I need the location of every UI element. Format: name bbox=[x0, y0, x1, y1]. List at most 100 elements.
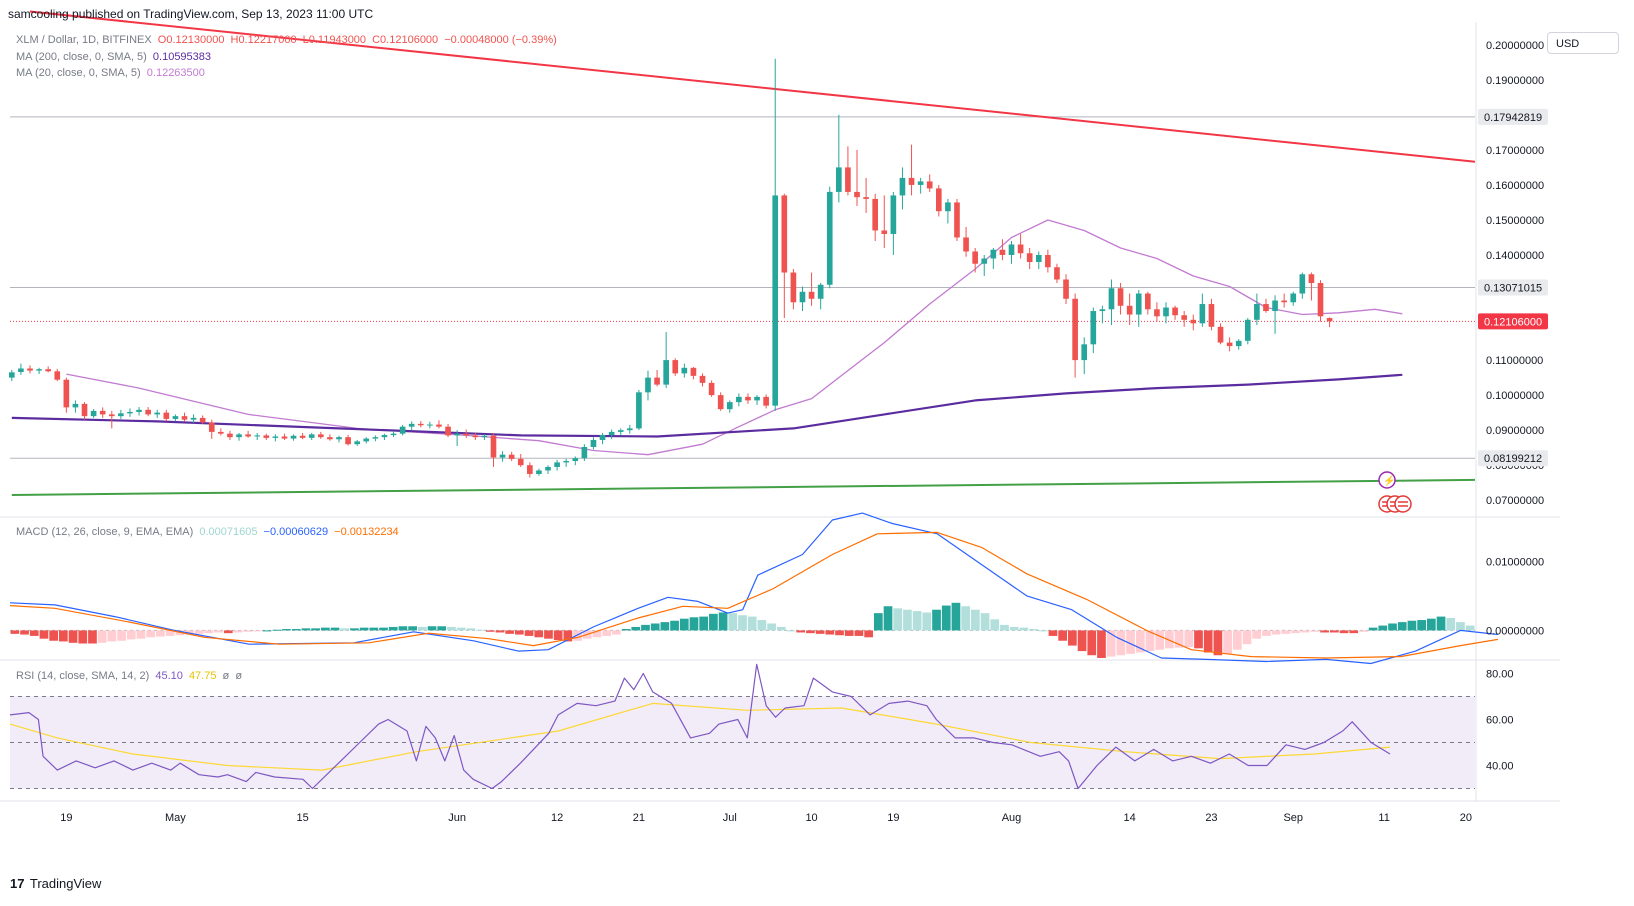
macd-histogram-bar bbox=[107, 630, 117, 642]
footer-brand[interactable]: 17 TradingView bbox=[10, 876, 101, 891]
legend-low: L0.11943000 bbox=[302, 34, 367, 46]
candle-body bbox=[199, 417, 206, 423]
macd-histogram-bar bbox=[379, 627, 388, 631]
candle-body bbox=[608, 431, 615, 436]
macd-histogram-bar bbox=[59, 630, 68, 642]
macd-value: −0.00060629 bbox=[263, 526, 329, 538]
macd-histogram-bar bbox=[350, 628, 359, 631]
price-level-tag bbox=[1478, 450, 1548, 467]
candle-body bbox=[527, 465, 533, 474]
candle-body bbox=[917, 181, 924, 185]
ma20-legend[interactable]: MA (20, close, 0, SMA, 5) 0.12263500 bbox=[16, 67, 208, 79]
candle-body bbox=[154, 412, 161, 415]
candle-body bbox=[127, 411, 133, 414]
macd-histogram-bar bbox=[1077, 630, 1087, 652]
symbol-title[interactable]: XLM / Dollar, 1D, BITFINEX bbox=[16, 34, 152, 46]
price-level-tag bbox=[1478, 313, 1548, 330]
rsi-ma-value: 47.75 bbox=[188, 670, 217, 682]
candle-body bbox=[726, 402, 733, 410]
candle-body bbox=[826, 191, 833, 285]
macd-histogram-bar bbox=[88, 630, 97, 644]
ma200-legend[interactable]: MA (200, close, 0, SMA, 5) 0.10595383 bbox=[16, 51, 214, 63]
candle-body bbox=[399, 426, 406, 434]
rsi-value: 45.10 bbox=[155, 670, 183, 682]
macd-histogram-bar bbox=[796, 630, 806, 633]
macd-histogram-bar bbox=[456, 627, 466, 631]
macd-histogram-bar bbox=[1184, 630, 1194, 647]
ma200-value: 0.10595383 bbox=[152, 51, 212, 63]
macd-histogram-bar bbox=[592, 630, 602, 638]
macd-histogram-bar bbox=[233, 630, 243, 633]
time-axis-tick: 23 bbox=[1205, 812, 1217, 824]
macd-histogram-bar bbox=[660, 622, 670, 631]
time-axis-tick: 19 bbox=[887, 812, 899, 824]
price-axis-tick: 0.09000000 bbox=[1486, 425, 1544, 437]
candle-body bbox=[190, 417, 197, 420]
macd-legend[interactable]: MACD (12, 26, close, 9, EMA, EMA) 0.0007… bbox=[16, 526, 402, 538]
candle-body bbox=[1108, 288, 1115, 310]
candle-body bbox=[472, 435, 479, 438]
candle-body bbox=[181, 416, 188, 420]
candle-body bbox=[699, 375, 706, 383]
macd-histogram-bar bbox=[1388, 623, 1397, 631]
macd-histogram-bar bbox=[903, 609, 912, 631]
candle-body bbox=[1099, 309, 1106, 312]
candle-body bbox=[1217, 326, 1224, 343]
candle-body bbox=[1317, 283, 1324, 317]
macd-histogram-bar bbox=[922, 612, 932, 631]
macd-histogram-bar bbox=[78, 630, 88, 644]
macd-histogram-bar bbox=[10, 630, 20, 634]
candle-body bbox=[717, 395, 724, 410]
candle-body bbox=[572, 458, 579, 461]
macd-histogram-bar bbox=[20, 630, 29, 635]
macd-histogram-bar bbox=[185, 630, 194, 635]
macd-hist-value: 0.00071605 bbox=[199, 526, 258, 538]
macd-histogram-bar bbox=[1339, 630, 1349, 634]
candle-body bbox=[708, 382, 715, 396]
macd-histogram-bar bbox=[1068, 630, 1077, 646]
candle-body bbox=[690, 367, 697, 376]
time-axis-tick: 10 bbox=[805, 812, 817, 824]
candle-body bbox=[145, 409, 151, 415]
candle-body bbox=[1326, 318, 1333, 322]
macd-histogram-bar bbox=[340, 628, 350, 631]
macd-histogram-bar bbox=[961, 606, 970, 631]
macd-histogram-bar bbox=[602, 630, 612, 636]
macd-axis-tick: 0.00000000 bbox=[1486, 625, 1544, 637]
currency-select[interactable]: USD bbox=[1547, 32, 1619, 54]
candle-body bbox=[1181, 315, 1187, 320]
macd-histogram-bar bbox=[650, 623, 660, 631]
candle-body bbox=[263, 435, 270, 438]
macd-histogram-bar bbox=[311, 628, 320, 631]
candle-body bbox=[926, 181, 933, 189]
macd-histogram-bar bbox=[1029, 629, 1038, 631]
candle-body bbox=[1135, 293, 1142, 315]
macd-histogram-bar bbox=[1232, 630, 1242, 650]
candle-body bbox=[745, 396, 751, 401]
candle-body bbox=[581, 446, 588, 459]
macd-histogram-bar bbox=[815, 630, 825, 634]
candle-body bbox=[208, 422, 215, 432]
candle-body bbox=[363, 438, 370, 442]
candle-body bbox=[590, 439, 597, 447]
candle-body bbox=[672, 360, 679, 374]
time-axis-tick: 19 bbox=[60, 812, 72, 824]
macd-histogram-bar bbox=[204, 630, 214, 634]
macd-histogram-bar bbox=[932, 609, 941, 631]
rsi-ma-line bbox=[9, 702, 1391, 771]
time-axis-tick: Jul bbox=[723, 812, 737, 824]
macd-histogram-bar bbox=[68, 630, 78, 643]
candle-body bbox=[90, 410, 97, 417]
macd-histogram-bar bbox=[1446, 617, 1456, 631]
candle-body bbox=[372, 437, 379, 439]
candle-body bbox=[118, 413, 124, 417]
candle-body bbox=[763, 396, 769, 406]
candle-body bbox=[254, 435, 261, 437]
macd-histogram-bar bbox=[612, 630, 621, 635]
rsi-legend[interactable]: RSI (14, close, SMA, 14, 2) 45.10 47.75 … bbox=[16, 670, 245, 682]
candle-body bbox=[63, 379, 70, 408]
price-level-label: 0.12106000 bbox=[1484, 316, 1542, 328]
price-axis-tick: 0.10000000 bbox=[1486, 390, 1544, 402]
candle-body bbox=[454, 433, 460, 436]
